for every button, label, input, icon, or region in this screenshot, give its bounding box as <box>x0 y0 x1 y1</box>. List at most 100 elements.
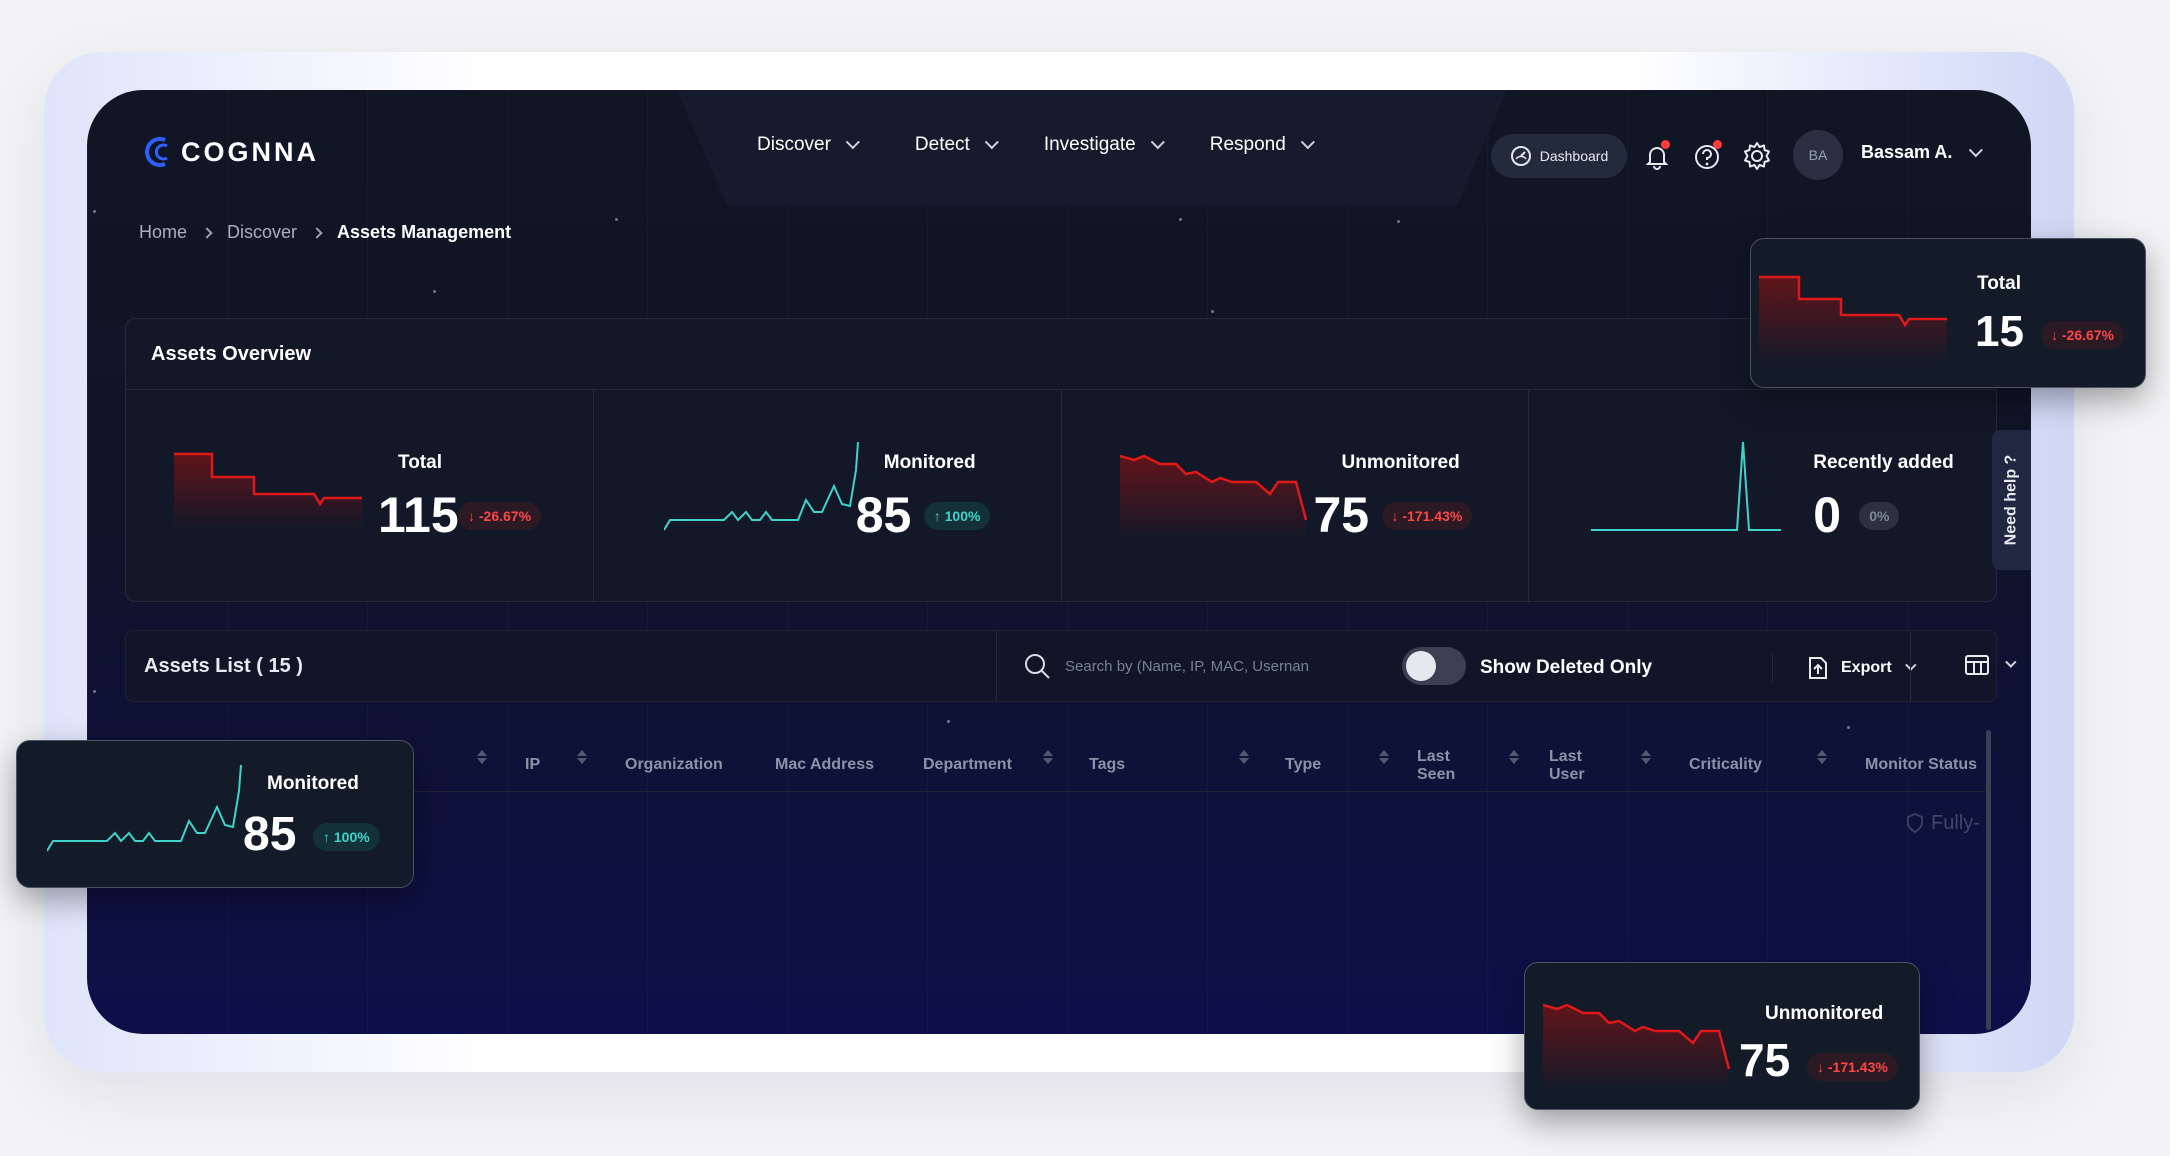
chevron-right-icon <box>201 226 213 239</box>
nav-discover[interactable]: Discover <box>757 134 860 156</box>
logo-mark-icon <box>145 137 168 167</box>
columns-button[interactable] <box>1964 653 2017 677</box>
chevron-down-icon <box>1969 142 1984 157</box>
app-window: COGNNA Discover Detect Investigate Respo… <box>87 90 2031 1034</box>
table-scrollbar[interactable] <box>1986 730 1991 1030</box>
stat-change: -171.43% <box>1402 508 1463 524</box>
column-last-user[interactable]: Last User <box>1549 748 1585 783</box>
stat-change-badge: ↑ 100% <box>923 502 991 530</box>
assets-list-title: Assets List ( 15 ) <box>144 655 303 677</box>
stat-total[interactable]: Total 115 ↓ -26.67% <box>126 390 594 603</box>
card-value: 15 <box>1975 307 2024 356</box>
stat-change-badge: ↓ -26.67% <box>458 502 542 530</box>
dashboard-button[interactable]: Dashboard <box>1491 134 1627 178</box>
nav-detect[interactable]: Detect <box>914 134 999 156</box>
main-nav: Discover Detect Investigate Respond <box>757 134 1315 156</box>
export-label: Export <box>1841 659 1892 676</box>
user-name: Bassam A. <box>1861 142 1953 162</box>
nav-investigate[interactable]: Investigate <box>1043 134 1165 156</box>
dashboard-label: Dashboard <box>1539 148 1609 164</box>
column-tags[interactable]: Tags <box>1089 756 1126 773</box>
assets-overview-panel: Assets Overview Total 115 ↓ -26.67% <box>125 318 1997 603</box>
stat-monitored[interactable]: Monitored 85 ↑ 100% <box>594 390 1062 603</box>
breadcrumb-discover[interactable]: Discover <box>227 222 298 242</box>
gauge-icon <box>1510 146 1531 166</box>
column-mac-address[interactable]: Mac Address <box>775 756 874 773</box>
breadcrumb: Home Discover Assets Management <box>139 222 511 243</box>
search-box <box>996 631 1380 701</box>
need-help-tab[interactable]: Need help ? <box>1992 430 2031 570</box>
card-change: -171.43% <box>1827 1059 1888 1075</box>
card-change-badge: ↓ -171.43% <box>1807 1053 1898 1081</box>
card-change: -26.67% <box>2061 327 2115 343</box>
nav-respond-label: Respond <box>1209 134 1286 155</box>
column-last-seen[interactable]: Last Seen <box>1417 748 1456 783</box>
breadcrumb-home[interactable]: Home <box>139 222 188 242</box>
stat-label: Recently added <box>1813 452 1954 473</box>
unmonitored-card-sparkline <box>1543 1003 1731 1091</box>
show-deleted-toggle[interactable] <box>1402 647 1466 685</box>
stat-label: Total <box>398 452 442 473</box>
export-file-icon <box>1809 657 1827 679</box>
need-help-label: Need help ? <box>2002 454 2020 546</box>
stat-label: Monitored <box>883 452 976 473</box>
breadcrumb-current: Assets Management <box>337 222 512 242</box>
export-button[interactable]: Export <box>1772 653 1917 683</box>
stat-value: 0 <box>1813 487 1842 543</box>
gear-icon[interactable] <box>1741 140 1773 172</box>
column-type[interactable]: Type <box>1285 756 1322 773</box>
total-card-sparkline <box>1759 275 1947 365</box>
nav-investigate-label: Investigate <box>1043 134 1136 155</box>
table-row[interactable]: Fully- <box>125 810 1985 1030</box>
overview-title: Assets Overview <box>151 343 312 365</box>
monitored-sparkline <box>663 442 859 531</box>
stat-value: 115 <box>378 487 459 543</box>
columns-divider <box>1910 631 1911 701</box>
stat-unmonitored[interactable]: Unmonitored 75 ↓ -171.43% <box>1062 390 1530 603</box>
assets-list-toolbar: Assets List ( 15 ) Show Deleted Only Exp… <box>125 630 2017 702</box>
monitor-status-value: Fully- <box>1931 812 1980 834</box>
shield-icon <box>1907 812 1923 834</box>
nav-detect-label: Detect <box>914 134 970 155</box>
stat-change-badge: 0% <box>1859 502 1900 530</box>
card-label: Total <box>1977 273 2021 294</box>
stat-change-badge: ↓ -171.43% <box>1381 502 1473 530</box>
column-monitor-status[interactable]: Monitor Status <box>1865 756 1977 773</box>
nav-discover-label: Discover <box>757 134 831 155</box>
stat-recently-added[interactable]: Recently added 0 0% <box>1529 390 1996 603</box>
nav-respond[interactable]: Respond <box>1209 134 1315 156</box>
column-criticality[interactable]: Criticality <box>1689 756 1762 773</box>
column-organization[interactable]: Organization <box>625 756 723 773</box>
card-value: 75 <box>1739 1034 1791 1086</box>
total-sparkline <box>174 452 362 532</box>
chevron-right-icon <box>311 226 323 239</box>
card-label: Monitored <box>267 773 359 794</box>
bell-icon[interactable] <box>1641 140 1673 172</box>
unmonitored-sparkline <box>1119 454 1307 542</box>
nav-plate <box>677 90 1507 205</box>
assets-table-header: IP Organization Mac Address Department T… <box>125 730 1985 792</box>
chevron-down-icon <box>2005 656 2017 668</box>
search-input[interactable] <box>1065 657 1365 675</box>
help-icon[interactable] <box>1691 140 1723 172</box>
user-menu[interactable]: Bassam A. <box>1861 142 1984 163</box>
table-columns-icon <box>1965 655 1989 675</box>
column-ip[interactable]: IP <box>525 756 541 773</box>
stat-value: 75 <box>1313 487 1370 543</box>
stat-value: 85 <box>855 487 912 543</box>
avatar[interactable]: BA <box>1793 130 1843 180</box>
column-department[interactable]: Department <box>923 756 1012 773</box>
chevron-down-icon <box>845 135 860 150</box>
card-change: 100% <box>333 829 370 845</box>
stat-change: 100% <box>944 508 981 524</box>
floating-card-total: Total 15 ↓ -26.67% <box>1750 238 2146 388</box>
floating-card-unmonitored: Unmonitored 75 ↓ -171.43% <box>1524 962 1920 1110</box>
notification-dot <box>1661 140 1670 149</box>
brand-name: COGNNA <box>181 136 319 167</box>
notification-dot <box>1713 140 1722 149</box>
chevron-down-icon <box>1150 135 1165 150</box>
card-change-badge: ↓ -26.67% <box>2041 321 2125 349</box>
search-icon <box>1025 654 1050 679</box>
logo[interactable]: COGNNA <box>139 134 319 170</box>
card-change-badge: ↑ 100% <box>313 823 380 851</box>
